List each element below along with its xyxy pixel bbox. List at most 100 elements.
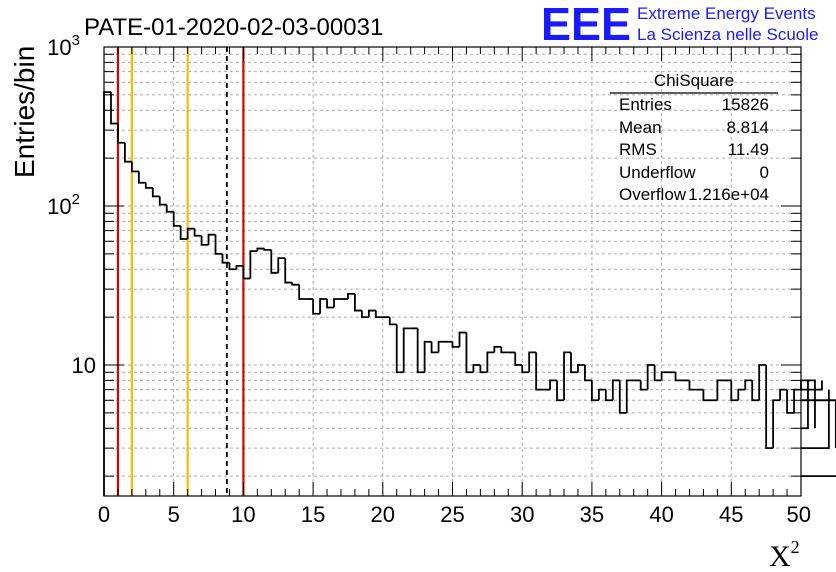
histogram-bin: [124, 142, 132, 163]
histogram-bin: [458, 331, 467, 347]
histogram-bin: [249, 250, 258, 279]
histogram-bin: [528, 351, 537, 373]
x-tick-label: 5: [168, 502, 180, 527]
histogram-bin: [221, 253, 230, 264]
histogram-bin: [103, 91, 111, 496]
histogram-bin: [193, 228, 202, 237]
histogram-bin: [354, 293, 362, 312]
histogram-bin: [758, 364, 767, 401]
histogram-bin: [158, 196, 167, 206]
histogram-bin: [374, 310, 383, 319]
histogram-bin: [702, 389, 711, 402]
histogram-bin: [556, 380, 565, 402]
x-tick-label: 45: [719, 502, 743, 527]
histogram-bin: [437, 340, 446, 353]
histogram-bin: [730, 380, 739, 402]
histogram-bin: [801, 399, 836, 449]
histogram-bin: [801, 380, 809, 430]
histogram-bin: [604, 389, 613, 402]
stats-value-mean: 8.814: [726, 118, 769, 137]
histogram-bin: [110, 92, 118, 125]
histogram-bin: [465, 332, 474, 374]
histogram-bin: [235, 265, 244, 270]
y-tick-label: 102: [47, 191, 80, 219]
histogram-bin: [535, 352, 544, 391]
histogram-bin: [228, 262, 237, 271]
histogram-bin: [779, 388, 788, 401]
histogram-bin: [801, 380, 823, 391]
histogram-bin: [360, 310, 369, 319]
histogram-bin: [584, 364, 592, 382]
x-tick-label: 50: [787, 502, 811, 527]
logo-line-1: Extreme Energy Events: [637, 4, 816, 23]
histogram-bin: [263, 248, 272, 251]
histogram-bin: [472, 364, 481, 373]
histogram-bin: [395, 324, 404, 374]
stats-value-rms: 11.49: [728, 140, 769, 159]
histogram-bin: [801, 389, 830, 450]
x-tick-label: 20: [371, 502, 395, 527]
histogram-bin: [514, 352, 523, 366]
histogram-bin: [597, 388, 606, 401]
y-tick-label: 10: [72, 353, 96, 378]
histogram-bin: [200, 235, 209, 246]
x-tick-label: 25: [440, 502, 464, 527]
histogram-bin: [165, 204, 174, 213]
histogram-bin: [611, 379, 620, 401]
y-axis-label: Entries/bin: [9, 46, 40, 178]
histogram-bin: [179, 225, 188, 240]
histogram-bin: [416, 328, 425, 374]
histogram-bin: [144, 182, 153, 189]
chart-title: PATE-01-2020-02-03-00031: [84, 14, 383, 41]
stats-label-underflow: Underflow: [619, 163, 696, 182]
histogram-bin: [688, 380, 697, 391]
histogram-bin: [256, 247, 265, 252]
histogram-bin: [284, 258, 293, 284]
histogram-bin: [207, 233, 216, 245]
stats-value-entries: 15826: [722, 95, 769, 114]
histogram-bin: [130, 161, 139, 173]
histogram-bin: [660, 371, 669, 381]
x-axis-label: X2: [769, 537, 800, 572]
x-tick-label: 40: [649, 502, 673, 527]
x-tick-label: 15: [301, 502, 325, 527]
histogram-bin: [493, 345, 502, 353]
histogram-bin: [549, 379, 558, 390]
histogram-bin: [402, 327, 411, 373]
histogram-bin: [500, 346, 509, 354]
grid-lines: [104, 47, 801, 496]
axes-ticks: [103, 47, 802, 496]
histogram-bin: [653, 364, 662, 382]
histogram-bin: [430, 341, 439, 354]
x-tick-label: 10: [231, 502, 255, 527]
y-tick-label: 103: [47, 32, 80, 60]
histogram-bin: [333, 298, 341, 308]
histogram-bin: [577, 364, 585, 373]
histogram-bin: [186, 227, 195, 240]
x-tick-label: 30: [510, 502, 534, 527]
eee-logo-mark: EEE: [541, 0, 631, 50]
x-tick-label: 0: [98, 502, 110, 527]
histogram-bin: [737, 388, 746, 401]
histogram-bin: [242, 265, 251, 280]
histogram-bin: [521, 364, 530, 374]
logo-line-2: La Scienza nelle Scuole: [637, 25, 818, 44]
histogram-bin: [801, 379, 816, 429]
histogram-bin: [347, 293, 355, 300]
x-tick-label: 35: [580, 502, 604, 527]
histogram-bins: [103, 91, 836, 496]
stats-box-title: ChiSquare: [654, 71, 734, 90]
histogram-bin: [716, 379, 725, 401]
histogram-bin: [277, 257, 286, 273]
histogram-bin: [312, 299, 321, 315]
x-tick-labels: 0 5 10 15 20 25 30 35 40 45 50: [98, 502, 811, 527]
stats-label-entries: Entries: [619, 95, 672, 114]
histogram-bin: [137, 171, 146, 184]
histogram-bin: [291, 282, 300, 286]
stats-label-mean: Mean: [619, 118, 662, 137]
histogram-bin: [674, 372, 683, 382]
histogram-bin: [772, 399, 781, 449]
histogram-bin: [451, 341, 460, 348]
stats-value-underflow: 0: [760, 163, 769, 182]
